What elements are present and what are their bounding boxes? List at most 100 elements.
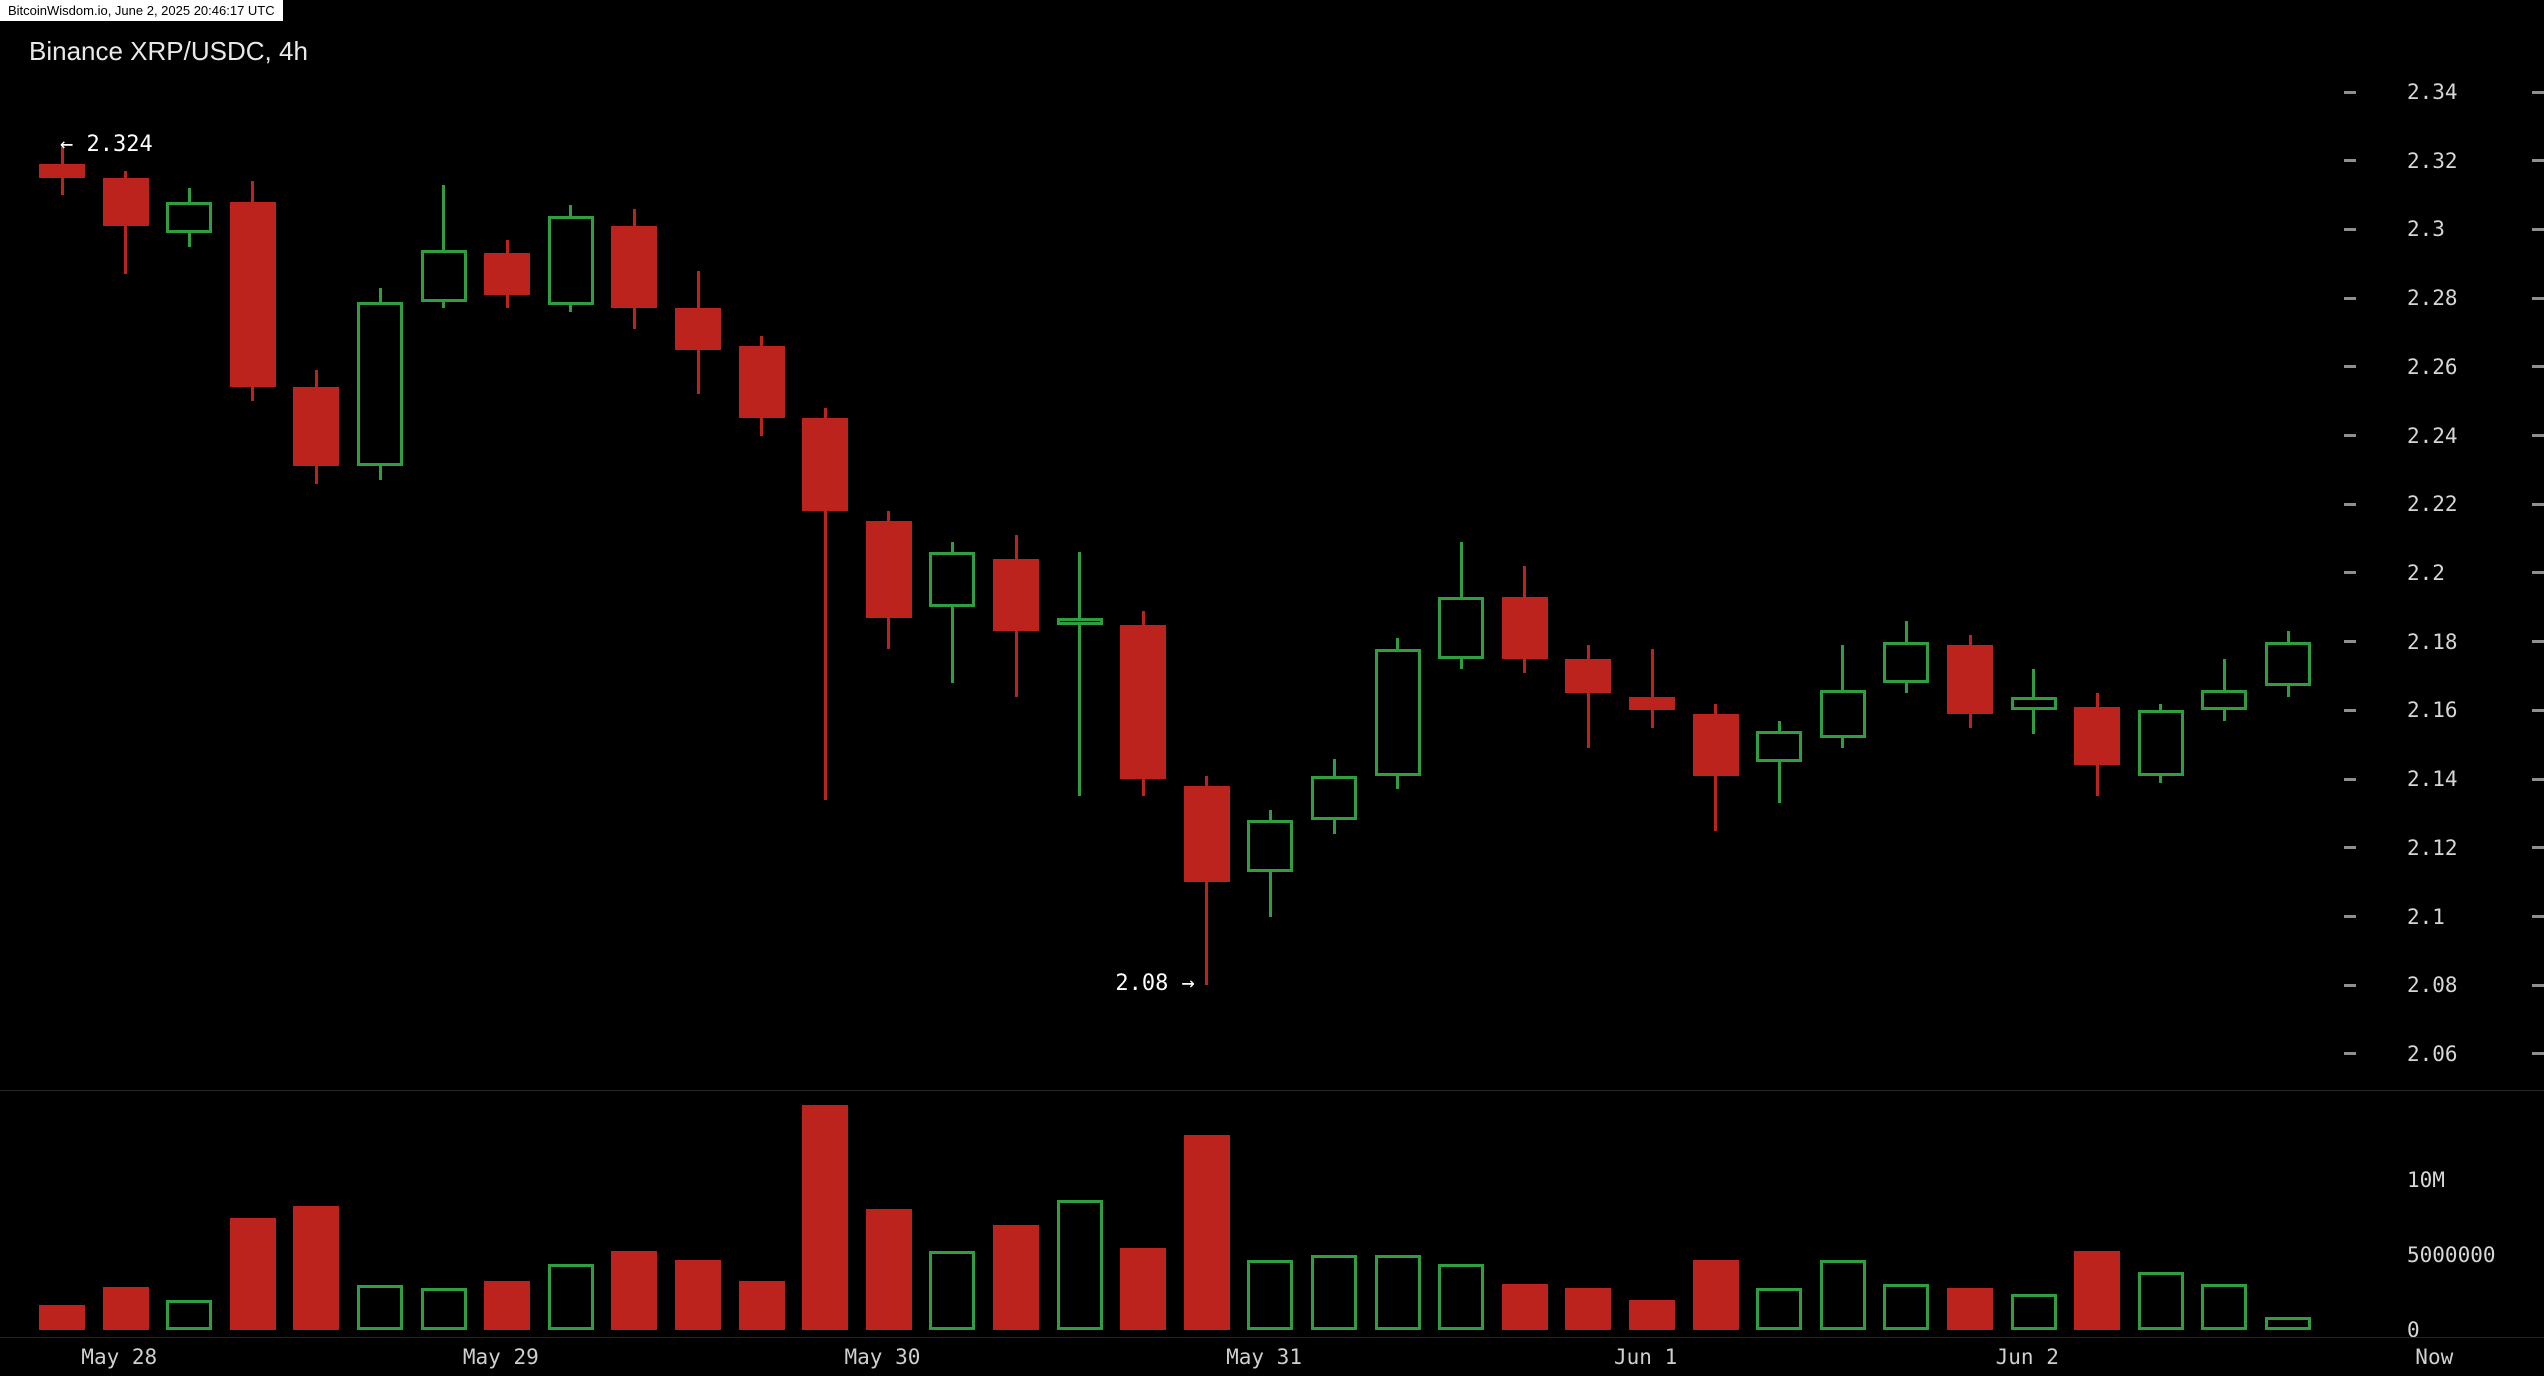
candle-body xyxy=(675,308,721,350)
volume-bar xyxy=(166,1300,213,1330)
candle-body xyxy=(1947,645,1993,714)
candle-body xyxy=(293,387,340,467)
price-tick-right xyxy=(2532,227,2544,231)
candle-wick xyxy=(1078,552,1082,797)
price-tick-right xyxy=(2532,640,2544,644)
candle-body xyxy=(1311,775,1357,821)
volume-bar xyxy=(357,1285,403,1330)
volume-axis-label: 0 xyxy=(2407,1318,2420,1342)
candle-body xyxy=(1629,696,1675,711)
volume-axis-label: 5000000 xyxy=(2407,1243,2496,1267)
price-tick-right xyxy=(2532,983,2544,987)
volume-bar xyxy=(102,1286,149,1330)
x-axis-label: Jun 1 xyxy=(1614,1345,1678,1369)
candle-body xyxy=(2265,641,2311,687)
volume-bar xyxy=(2074,1250,2121,1330)
volume-bar xyxy=(1501,1283,1548,1330)
candle-wick xyxy=(1777,720,1781,804)
price-tick-left xyxy=(2344,846,2356,850)
candle-body xyxy=(1056,617,1103,625)
price-axis-label: 2.16 xyxy=(2407,698,2458,723)
price-axis-label: 2.3 xyxy=(2407,217,2445,242)
price-axis[interactable]: 2.34 2.32 2.3 2.28 2.26 2.24 2.22 2.2 2.18 2.16 2.… xyxy=(2340,0,2544,1090)
price-tick-left xyxy=(2344,777,2356,781)
price-axis-label: 2.22 xyxy=(2407,492,2458,517)
volume-bar xyxy=(1756,1288,1803,1330)
candle-body xyxy=(1183,786,1230,883)
price-tick-right xyxy=(2532,296,2544,300)
volume-bar xyxy=(802,1105,849,1330)
price-axis-label: 2.06 xyxy=(2407,1041,2458,1066)
price-tick-right xyxy=(2532,434,2544,438)
volume-bar xyxy=(1183,1135,1230,1330)
candle-body xyxy=(547,215,594,305)
volume-bar xyxy=(993,1225,1039,1330)
candle-body xyxy=(929,552,976,608)
candle-body xyxy=(1374,648,1421,776)
volume-bar xyxy=(229,1217,276,1330)
candle-body xyxy=(2201,689,2248,711)
candle-body xyxy=(1819,689,1866,738)
candle-body xyxy=(484,253,531,295)
volume-bar xyxy=(1692,1259,1739,1330)
volume-bar xyxy=(2201,1283,2248,1330)
price-pane[interactable] xyxy=(0,0,2340,1090)
price-axis-label: 2.18 xyxy=(2407,629,2458,654)
candle-body xyxy=(166,201,213,233)
price-tick-left xyxy=(2344,708,2356,712)
price-tick-left xyxy=(2344,983,2356,987)
candle-body xyxy=(1565,658,1612,694)
candle-wick xyxy=(1586,645,1590,749)
low-price-annotation: 2.08 → xyxy=(1115,971,1195,997)
candle-body xyxy=(2010,696,2057,711)
volume-bar xyxy=(675,1259,721,1330)
x-axis-label: May 31 xyxy=(1226,1345,1302,1369)
x-axis[interactable]: May 28 May 29 May 30 May 31 Jun 1 Jun 2 Now xyxy=(0,1338,2544,1376)
x-axis-label: May 29 xyxy=(462,1345,539,1369)
volume-bar xyxy=(39,1304,85,1330)
volume-axis: 10M 5000000 0 xyxy=(2340,1091,2544,1342)
price-tick-left xyxy=(2344,571,2356,575)
price-axis-label: 2.1 xyxy=(2407,904,2445,929)
candle-body xyxy=(1692,713,1739,776)
volume-bar xyxy=(484,1280,531,1330)
volume-bar xyxy=(2265,1316,2311,1330)
candle-body xyxy=(1756,731,1803,762)
candle-wick xyxy=(950,542,954,683)
volume-bar xyxy=(1311,1255,1357,1330)
candle-body xyxy=(865,521,912,618)
volume-bar xyxy=(1819,1259,1866,1330)
candle-body xyxy=(802,418,849,512)
price-axis-label: 2.34 xyxy=(2407,80,2458,104)
candle-body xyxy=(993,559,1039,632)
volume-bar xyxy=(2010,1294,2057,1330)
volume-bar xyxy=(1374,1255,1421,1330)
candle-body xyxy=(2074,706,2121,766)
price-axis-label: 2.2 xyxy=(2407,560,2445,585)
candle-body xyxy=(1501,597,1548,659)
candle-wick xyxy=(823,408,827,800)
x-axis-label: May 28 xyxy=(81,1345,158,1369)
price-axis-label: 2.14 xyxy=(2407,767,2458,792)
volume-bar xyxy=(929,1250,976,1330)
candle-wick xyxy=(1650,648,1654,728)
volume-bar xyxy=(611,1250,658,1330)
volume-axis-label: 10M xyxy=(2407,1168,2445,1192)
price-tick-left xyxy=(2344,365,2356,369)
x-axis-label: Jun 2 xyxy=(1995,1345,2059,1369)
volume-bar xyxy=(1247,1259,1294,1330)
candle-body xyxy=(1883,641,1930,683)
pane-divider-top xyxy=(0,1090,2544,1091)
price-axis-label: 2.26 xyxy=(2407,354,2458,379)
price-tick-left xyxy=(2344,502,2356,506)
candle-body xyxy=(1438,597,1485,659)
price-tick-right xyxy=(2532,365,2544,369)
price-tick-left xyxy=(2344,159,2356,163)
candle-body xyxy=(229,201,276,388)
price-tick-right xyxy=(2532,571,2544,575)
price-tick-right xyxy=(2532,502,2544,506)
volume-pane[interactable] xyxy=(0,1091,2340,1336)
watermark-timestamp: BitcoinWisdom.io, June 2, 2025 20:46:17 … xyxy=(0,0,283,21)
volume-bar xyxy=(1056,1199,1103,1330)
